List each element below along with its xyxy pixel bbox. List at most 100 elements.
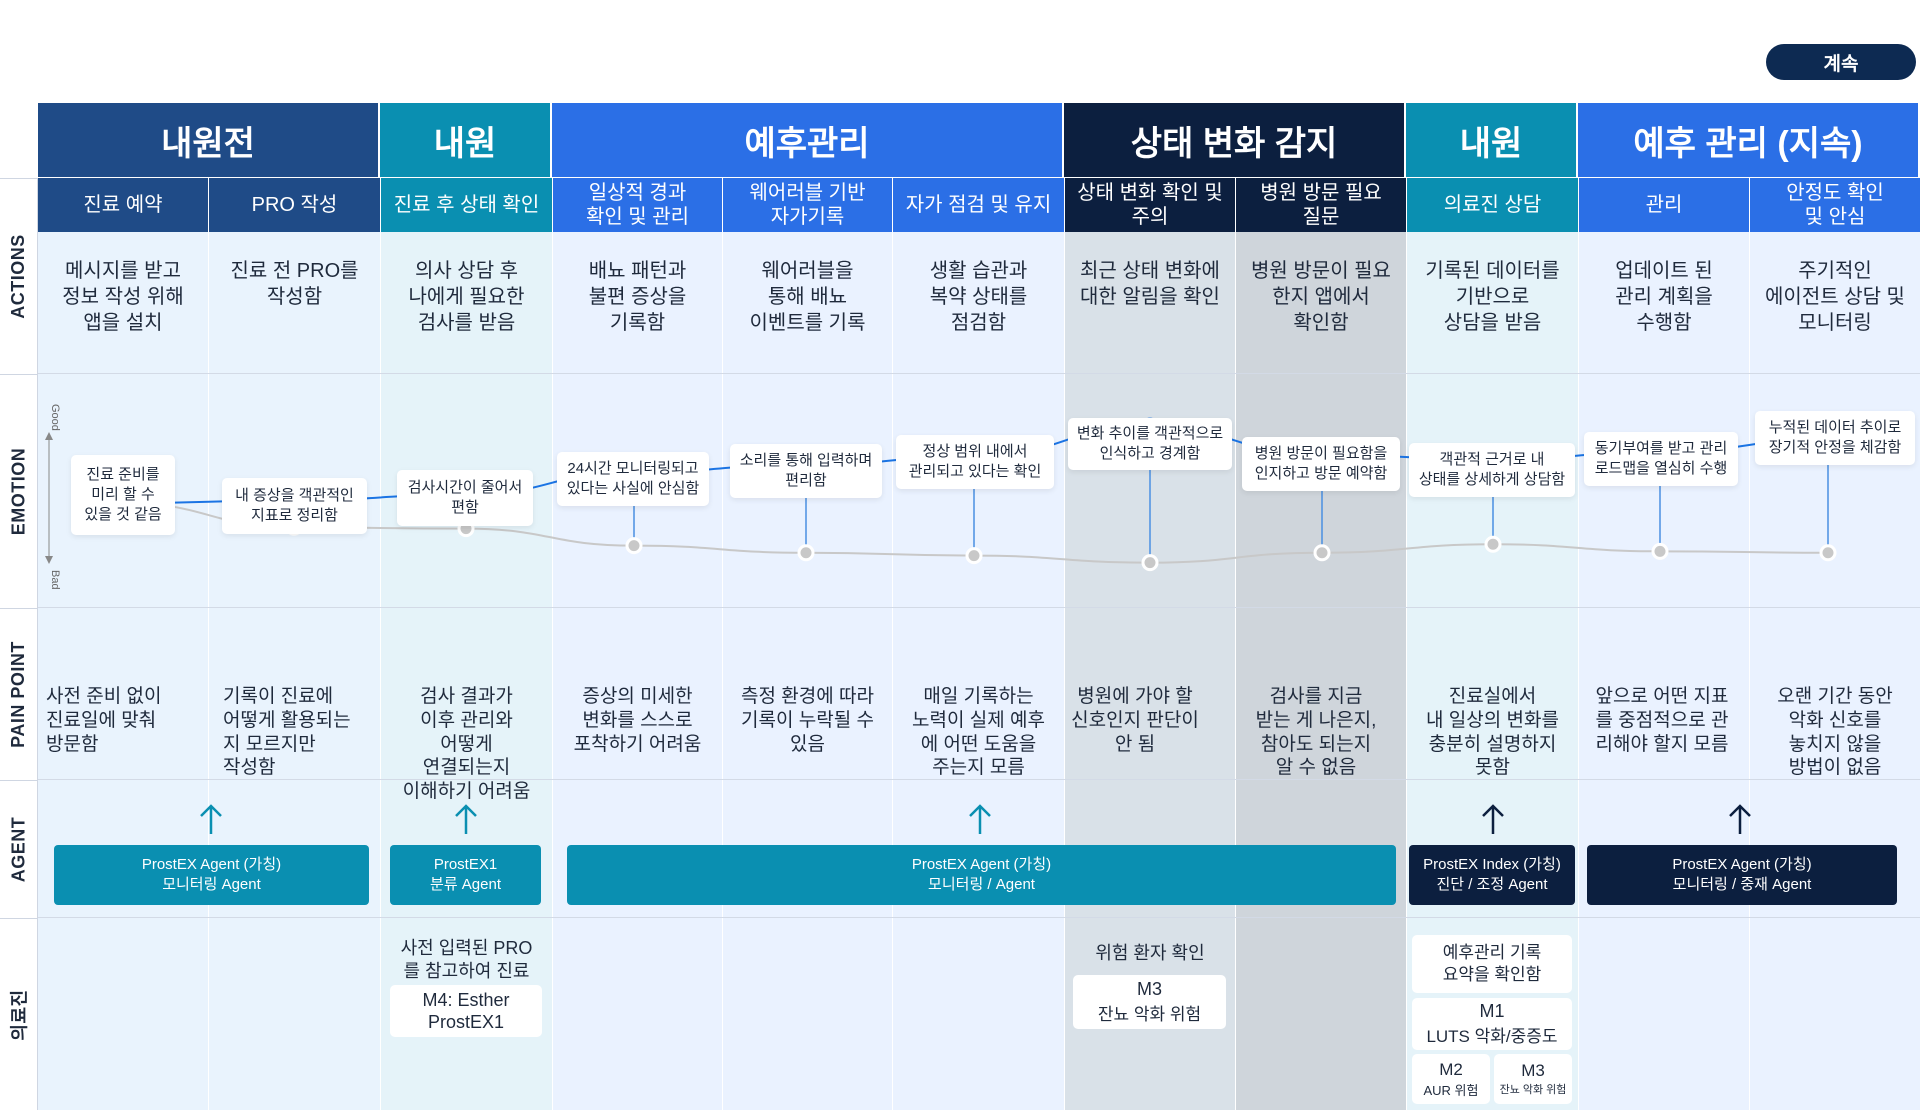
col-bg <box>1064 232 1236 1110</box>
staff-card-m1: M1 LUTS 악화/중증도 <box>1412 998 1572 1050</box>
action-text: 메시지를 받고 정보 작성 위해 앱을 설치 <box>62 260 184 334</box>
action-text: 진료 전 PRO를 작성함 <box>230 260 359 308</box>
staff-card-title: M3 <box>1136 979 1162 999</box>
row-label-staff: 의료진 <box>0 918 38 1110</box>
staff-card-m3: M3 잔뇨 악화 위험 <box>1073 975 1226 1029</box>
pain-text: 증상의 미세한 변화를 스스로 포착하기 어려움 <box>573 686 702 755</box>
agent-bar-classification[interactable]: ProstEX1 분류 Agent <box>390 845 541 905</box>
emotion-point-before <box>1484 535 1502 553</box>
pain-text: 검사를 지금 받는 게 나은지, 참아도 되는지 알 수 없음 <box>1255 686 1377 779</box>
agent-bar-index[interactable]: ProstEX Index (가칭) 진단 / 조정 Agent <box>1409 845 1575 905</box>
emotion-callout-text: 누적된 데이터 추이로 장기적 안정을 체감함 <box>1768 418 1902 456</box>
action-text: 기록된 데이터를 기반으로 상담을 받음 <box>1425 260 1560 334</box>
agent-sub: 분류 Agent <box>430 876 501 893</box>
pain-text: 검사 결과가 이후 관리와 어떻게 연결되는지 이해하기 어려움 <box>402 686 531 802</box>
agent-title: ProstEX1 <box>433 855 498 873</box>
phase-visit: 내원 <box>380 103 550 177</box>
col-bg <box>552 232 1064 1110</box>
emotion-callout-text: 객관적 근거로 내 상태를 상세하게 상담함 <box>1418 450 1566 488</box>
agent-bar-monitoring[interactable]: ProstEX Agent (가칭) 모니터링 Agent <box>54 845 369 905</box>
action-text: 주기적인 에이전트 상담 및 모니터링 <box>1765 260 1905 334</box>
staff-card-m4: M4: Esther ProstEX1 <box>390 985 542 1037</box>
agent-sub: 모니터링 / 중재 Agent <box>1672 876 1812 893</box>
agent-sub: 모니터링 / Agent <box>928 876 1035 893</box>
staff-card-title: M3 <box>1521 1061 1545 1080</box>
emotion-callout: 변화 추이를 객관적으로 인식하고 경계함 <box>1068 418 1232 470</box>
emotion-callout-text: 내 증상을 객관적인 지표로 정리함 <box>235 486 354 524</box>
col-divider <box>552 178 553 1110</box>
row-label-pain: PAIN POINT <box>0 608 38 780</box>
phase-prognosis: 예후관리 <box>552 103 1062 177</box>
agent-sub: 모니터링 Agent <box>162 876 261 893</box>
emotion-callout: 동기부여를 받고 관리 로드맵을 열심히 수행 <box>1584 432 1738 486</box>
emotion-callout: 누적된 데이터 추이로 장기적 안정을 체감함 <box>1755 411 1915 465</box>
emotion-point-before <box>965 547 983 565</box>
col-divider <box>1064 178 1065 1110</box>
pain-text: 매일 기록하는 노력이 실제 예후 에 어떤 도움을 주는지 모름 <box>912 686 1045 779</box>
col-bg <box>380 232 552 1110</box>
emotion-callout-text: 병원 방문이 필요함을 인지하고 방문 예약함 <box>1254 444 1388 482</box>
emotion-point-before <box>1313 544 1331 562</box>
row-divider <box>38 779 1920 780</box>
emotion-callout: 진료 준비를 미리 할 수 있을 것 같음 <box>71 455 175 535</box>
substage: 일상적 경과 확인 및 관리 <box>553 178 722 232</box>
emotion-callout: 24시간 모니터링되고 있다는 사실에 안심함 <box>557 452 709 506</box>
substage: 의료진 상담 <box>1407 178 1578 232</box>
staff-card-title: M1 <box>1479 1001 1505 1021</box>
row-label-text: 의료진 <box>9 988 30 1041</box>
staff-note: 위험 환자 확인 <box>1095 943 1205 963</box>
pain-text: 앞으로 어떤 지표 를 중점적으로 관 리해야 할지 모름 <box>1595 686 1729 755</box>
arrow-up-icon <box>969 804 991 834</box>
staff-card-title: M2 <box>1439 1059 1463 1079</box>
action-text: 웨어러블을 통해 배뇨 이벤트를 기록 <box>749 260 866 334</box>
emotion-axis-good: Good <box>49 404 61 431</box>
phase-detection: 상태 변화 감지 <box>1064 103 1404 177</box>
substage: 상태 변화 확인 및 주의 <box>1065 178 1235 232</box>
substage: PRO 작성 <box>209 178 380 232</box>
substage: 자가 점검 및 유지 <box>893 178 1064 232</box>
col-divider <box>1235 178 1236 1110</box>
agent-title: ProstEX Agent (가칭) <box>1672 855 1812 873</box>
substage: 안정도 확인 및 안심 <box>1750 178 1920 232</box>
staff-card-m3-b: M3 잔뇨 악화 위험 <box>1494 1054 1572 1104</box>
action-text: 배뇨 패턴과 불편 증상을 기록함 <box>588 260 687 334</box>
pain-text: 기록이 진료에 어떻게 활용되는 지 모르지만 작성함 <box>223 686 351 779</box>
arrow-up-icon <box>1482 804 1504 834</box>
col-divider <box>380 178 381 1110</box>
arrow-up-icon <box>200 804 222 834</box>
agent-bar-prognosis[interactable]: ProstEX Agent (가칭) 모니터링 / Agent <box>567 845 1396 905</box>
emotion-callout: 정상 범위 내에서 관리되고 있다는 확인 <box>896 435 1054 489</box>
staff-card-text: 예후관리 기록 요약을 확인함 <box>1442 942 1542 984</box>
pain-text: 사전 준비 없이 진료일에 맞춰 방문함 <box>46 686 162 755</box>
continue-button[interactable]: 계속 <box>1766 44 1916 80</box>
substage: 진료 예약 <box>38 178 208 232</box>
staff-card-sub: AUR 위험 <box>1423 1082 1479 1098</box>
emotion-callout-text: 정상 범위 내에서 관리되고 있다는 확인 <box>908 442 1042 480</box>
action-text: 최근 상태 변화에 대한 알림을 확인 <box>1080 260 1220 308</box>
emotion-callout-text: 진료 준비를 미리 할 수 있을 것 같음 <box>84 465 162 524</box>
pain-text: 병원에 가야 할 신호인지 판단이 안 됨 <box>1071 686 1199 755</box>
emotion-callout: 소리를 통해 입력하며 편리함 <box>730 444 882 498</box>
col-divider <box>1749 178 1750 1110</box>
col-bg <box>38 232 380 1110</box>
row-label-emotion: EMOTION <box>0 374 38 608</box>
col-divider <box>722 178 723 1110</box>
agent-title: ProstEX Agent (가칭) <box>141 855 282 873</box>
emotion-callout-text: 동기부여를 받고 관리 로드맵을 열심히 수행 <box>1594 439 1728 477</box>
emotion-callout: 검사시간이 줄어서 편함 <box>397 470 533 526</box>
phase-prognosis-continued: 예후 관리 (지속) <box>1578 103 1918 177</box>
emotion-callout-text: 검사시간이 줄어서 편함 <box>407 478 523 516</box>
emotion-callout-text: 24시간 모니터링되고 있다는 사실에 안심함 <box>566 459 700 497</box>
agent-bar-intervention[interactable]: ProstEX Agent (가칭) 모니터링 / 중재 Agent <box>1587 845 1897 905</box>
agent-sub: 진단 / 조정 Agent <box>1436 876 1548 893</box>
row-divider <box>38 373 1920 374</box>
emotion-point-before <box>625 537 643 555</box>
emotion-axis-bad: Bad <box>49 570 61 590</box>
emotion-callout-text: 변화 추이를 객관적으로 인식하고 경계함 <box>1076 424 1224 462</box>
substage: 관리 <box>1579 178 1749 232</box>
phase-pre-visit: 내원전 <box>38 103 378 177</box>
substage: 웨어러블 기반 자가기록 <box>723 178 892 232</box>
staff-card-sub: LUTS 악화/중증도 <box>1426 1027 1558 1046</box>
substage: 병원 방문 필요 질문 <box>1236 178 1406 232</box>
emotion-point-before <box>797 544 815 562</box>
